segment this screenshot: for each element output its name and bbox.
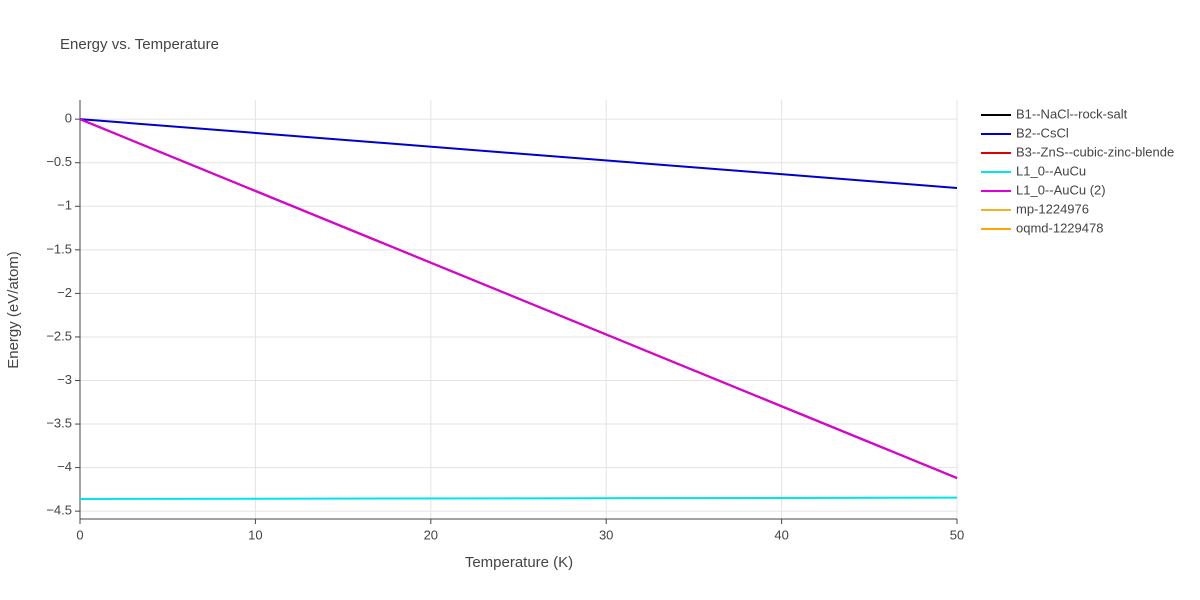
x-tick-label: 0	[76, 527, 83, 542]
legend-label: B3--ZnS--cubic-zinc-blende	[1016, 144, 1174, 159]
legend-label: L1_0--AuCu (2)	[1016, 182, 1106, 197]
y-tick-label: −4	[57, 459, 72, 474]
x-axis-label: Temperature (K)	[465, 554, 573, 571]
y-tick-label: −1.5	[46, 241, 72, 256]
legend-label: B2--CsCl	[1016, 125, 1069, 140]
x-tick-label: 20	[424, 527, 438, 542]
y-tick-label: −3	[57, 372, 72, 387]
legend-label: B1--NaCl--rock-salt	[1016, 106, 1128, 121]
y-tick-label: −2	[57, 285, 72, 300]
legend-label: L1_0--AuCu	[1016, 163, 1086, 178]
x-tick-label: 40	[774, 527, 788, 542]
legend-label: mp-1224976	[1016, 201, 1089, 216]
x-tick-label: 10	[248, 527, 262, 542]
y-tick-label: −0.5	[46, 154, 72, 169]
y-tick-label: −1	[57, 198, 72, 213]
x-tick-label: 50	[950, 527, 964, 542]
y-tick-label: 0	[65, 111, 72, 126]
series-line	[79, 118, 958, 479]
x-tick-label: 30	[599, 527, 613, 542]
y-axis-label: Energy (eV/atom)	[5, 251, 22, 369]
chart-title: Energy vs. Temperature	[60, 36, 219, 53]
y-tick-label: −2.5	[46, 328, 72, 343]
series-line	[79, 118, 958, 189]
y-tick-label: −4.5	[46, 503, 72, 518]
series-line	[79, 496, 958, 500]
y-tick-label: −3.5	[46, 415, 72, 430]
legend-label: oqmd-1229478	[1016, 220, 1103, 235]
